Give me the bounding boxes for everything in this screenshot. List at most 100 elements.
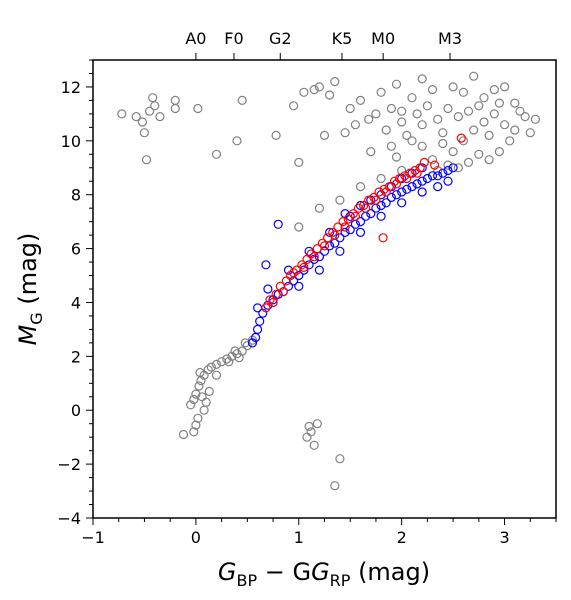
data-point-s0-103 bbox=[417, 120, 427, 130]
data-point-s1-44 bbox=[253, 303, 263, 313]
data-point-s0-119 bbox=[391, 152, 402, 162]
data-point-s0-98 bbox=[458, 136, 468, 146]
data-point-s0-80 bbox=[469, 71, 479, 81]
data-point-s0-78 bbox=[448, 82, 458, 92]
data-point-s0-58 bbox=[319, 130, 330, 140]
data-point-s2-29 bbox=[410, 165, 420, 176]
data-point-s2-14 bbox=[333, 222, 343, 232]
data-point-s1-3 bbox=[255, 316, 265, 326]
data-point-s2-25 bbox=[389, 176, 400, 186]
data-point-s0-89 bbox=[494, 147, 504, 157]
data-point-s0-67 bbox=[371, 109, 381, 119]
data-point-s1-21 bbox=[345, 225, 355, 235]
data-point-s0-88 bbox=[505, 136, 515, 146]
data-point-s2-1 bbox=[265, 295, 275, 305]
data-point-s0-118 bbox=[386, 103, 396, 114]
data-point-s0-35 bbox=[312, 419, 322, 429]
data-point-s0-84 bbox=[510, 98, 520, 108]
data-point-s0-87 bbox=[525, 128, 535, 138]
data-point-s2-36 bbox=[278, 287, 288, 297]
data-point-s0-48 bbox=[193, 103, 203, 114]
data-point-s0-74 bbox=[407, 93, 417, 103]
y-tick-label-1: −2 bbox=[57, 455, 81, 474]
data-point-s0-68 bbox=[376, 87, 386, 97]
data-point-s0-109 bbox=[453, 111, 463, 122]
data-point-s0-3 bbox=[193, 413, 203, 423]
plot-frame bbox=[92, 59, 557, 519]
y-tick-label-3: 2 bbox=[71, 347, 81, 366]
data-point-s0-70 bbox=[386, 141, 396, 151]
data-point-s0-49 bbox=[211, 149, 222, 159]
data-point-s2-0 bbox=[261, 303, 271, 313]
data-point-s0-104 bbox=[407, 136, 417, 146]
data-point-s2-7 bbox=[297, 260, 307, 270]
data-point-s0-81 bbox=[479, 93, 489, 103]
data-point-s1-27 bbox=[376, 200, 386, 211]
data-point-s0-72 bbox=[397, 106, 407, 116]
data-point-s1-14 bbox=[309, 254, 319, 264]
data-point-s0-123 bbox=[335, 195, 345, 205]
data-point-s2-34 bbox=[456, 133, 466, 143]
data-point-s2-13 bbox=[328, 227, 338, 237]
data-point-s2-18 bbox=[353, 203, 364, 213]
data-point-s1-4 bbox=[258, 308, 268, 318]
x-axis-label-sub1: BP bbox=[236, 571, 257, 590]
data-point-s1-29 bbox=[386, 192, 396, 202]
data-point-s1-54 bbox=[355, 200, 366, 211]
data-point-s0-65 bbox=[364, 114, 374, 124]
data-point-s0-63 bbox=[345, 103, 355, 114]
data-point-s0-8 bbox=[191, 389, 201, 399]
data-point-s0-92 bbox=[463, 157, 474, 167]
y-tick-label-8: 12 bbox=[61, 78, 81, 97]
data-point-s0-20 bbox=[242, 341, 252, 351]
data-point-s0-93 bbox=[453, 163, 463, 173]
data-point-s0-90 bbox=[484, 155, 494, 165]
data-point-s2-11 bbox=[317, 238, 327, 248]
data-point-s1-37 bbox=[427, 171, 438, 181]
data-point-s1-33 bbox=[407, 182, 417, 192]
data-point-s0-38 bbox=[131, 111, 141, 122]
data-point-s2-45 bbox=[371, 195, 381, 205]
data-point-s1-38 bbox=[433, 171, 443, 181]
data-point-s1-41 bbox=[448, 163, 458, 173]
data-point-s0-95 bbox=[433, 165, 443, 176]
data-point-s2-35 bbox=[268, 297, 278, 308]
data-point-s1-47 bbox=[304, 246, 314, 256]
data-point-s0-75 bbox=[417, 74, 427, 84]
data-point-s2-39 bbox=[309, 252, 319, 262]
data-point-s2-9 bbox=[306, 249, 316, 259]
data-point-s0-77 bbox=[438, 138, 448, 149]
data-point-s0-15 bbox=[217, 357, 227, 367]
data-point-s1-12 bbox=[299, 265, 309, 275]
data-point-s0-86 bbox=[530, 114, 541, 124]
data-point-s1-42 bbox=[261, 260, 271, 270]
data-point-s2-22 bbox=[374, 187, 384, 197]
data-point-s0-121 bbox=[294, 222, 304, 232]
top-tick-label-4: M0 bbox=[371, 29, 395, 48]
data-point-s1-13 bbox=[304, 260, 314, 270]
data-point-s2-3 bbox=[275, 281, 285, 291]
data-point-s0-100 bbox=[479, 117, 489, 127]
data-point-s0-55 bbox=[299, 87, 309, 97]
x-axis-label-main: G bbox=[218, 558, 237, 586]
data-point-s2-17 bbox=[348, 209, 358, 219]
y-axis-label-main: M bbox=[14, 324, 42, 345]
data-point-s2-46 bbox=[381, 187, 391, 197]
data-point-s0-2 bbox=[191, 420, 201, 430]
data-point-s0-42 bbox=[145, 106, 155, 116]
data-point-s0-41 bbox=[141, 155, 152, 165]
data-point-s0-51 bbox=[237, 95, 247, 106]
data-point-s2-20 bbox=[364, 195, 374, 205]
data-point-s0-29 bbox=[195, 367, 205, 378]
data-point-s0-1 bbox=[189, 427, 199, 437]
top-tick-label-0: A0 bbox=[185, 29, 206, 48]
data-point-s0-116 bbox=[494, 98, 504, 108]
data-point-s0-62 bbox=[350, 120, 360, 130]
data-point-s0-26 bbox=[211, 370, 222, 380]
data-point-s0-79 bbox=[458, 87, 468, 97]
data-point-s0-73 bbox=[402, 130, 412, 140]
data-point-s0-7 bbox=[189, 394, 199, 405]
data-point-s0-64 bbox=[355, 95, 366, 106]
